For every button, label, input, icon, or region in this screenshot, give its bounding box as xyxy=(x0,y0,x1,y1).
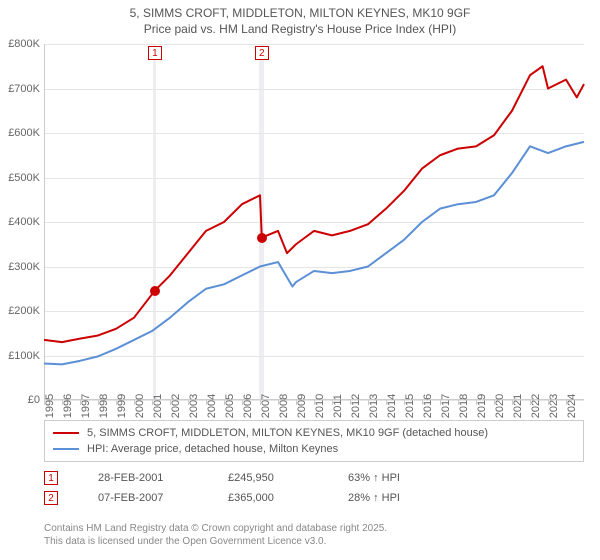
event-number-box: 2 xyxy=(44,491,58,505)
event-row: 2 07-FEB-2007 £365,000 28% ↑ HPI xyxy=(44,488,584,508)
attribution-footer: Contains HM Land Registry data © Crown c… xyxy=(44,522,584,548)
event-price: £245,950 xyxy=(228,472,308,484)
y-tick-label: £600K xyxy=(8,127,40,139)
y-tick-label: £500K xyxy=(8,172,40,184)
price-chart-container: { "title": { "line1": "5, SIMMS CROFT, M… xyxy=(0,0,600,560)
footer-line-1: Contains HM Land Registry data © Crown c… xyxy=(44,522,584,535)
legend-swatch xyxy=(53,432,79,434)
y-tick-label: £400K xyxy=(8,216,40,228)
event-row: 1 28-FEB-2001 £245,950 63% ↑ HPI xyxy=(44,468,584,488)
chart-plot-area: £0£100K£200K£300K£400K£500K£600K£700K£80… xyxy=(44,44,584,400)
title-line-2: Price paid vs. HM Land Registry's House … xyxy=(0,22,600,38)
legend: 5, SIMMS CROFT, MIDDLETON, MILTON KEYNES… xyxy=(44,420,584,462)
chart-lines xyxy=(44,44,584,400)
event-price: £365,000 xyxy=(228,492,308,504)
event-number-box: 1 xyxy=(44,471,58,485)
chart-title: 5, SIMMS CROFT, MIDDLETON, MILTON KEYNES… xyxy=(0,0,600,37)
legend-item: HPI: Average price, detached house, Milt… xyxy=(53,441,575,457)
legend-item: 5, SIMMS CROFT, MIDDLETON, MILTON KEYNES… xyxy=(53,425,575,441)
sale-marker xyxy=(257,233,267,243)
legend-label: HPI: Average price, detached house, Milt… xyxy=(87,443,338,455)
series-hpi xyxy=(44,142,584,365)
y-tick-label: £200K xyxy=(8,305,40,317)
event-hpi: 63% ↑ HPI xyxy=(348,472,448,484)
y-tick-label: £100K xyxy=(8,350,40,362)
event-date: 07-FEB-2007 xyxy=(98,492,188,504)
y-tick-label: £0 xyxy=(28,394,40,406)
event-marker: 1 xyxy=(148,46,162,60)
events-table: 1 28-FEB-2001 £245,950 63% ↑ HPI 2 07-FE… xyxy=(44,468,584,508)
y-tick-label: £700K xyxy=(8,83,40,95)
event-marker: 2 xyxy=(255,46,269,60)
legend-swatch xyxy=(53,448,79,450)
y-tick-label: £300K xyxy=(8,261,40,273)
title-line-1: 5, SIMMS CROFT, MIDDLETON, MILTON KEYNES… xyxy=(0,6,600,22)
legend-label: 5, SIMMS CROFT, MIDDLETON, MILTON KEYNES… xyxy=(87,427,488,439)
y-tick-label: £800K xyxy=(8,38,40,50)
event-hpi: 28% ↑ HPI xyxy=(348,492,448,504)
sale-marker xyxy=(150,286,160,296)
footer-line-2: This data is licensed under the Open Gov… xyxy=(44,535,584,548)
series-price_paid xyxy=(44,66,584,342)
event-date: 28-FEB-2001 xyxy=(98,472,188,484)
